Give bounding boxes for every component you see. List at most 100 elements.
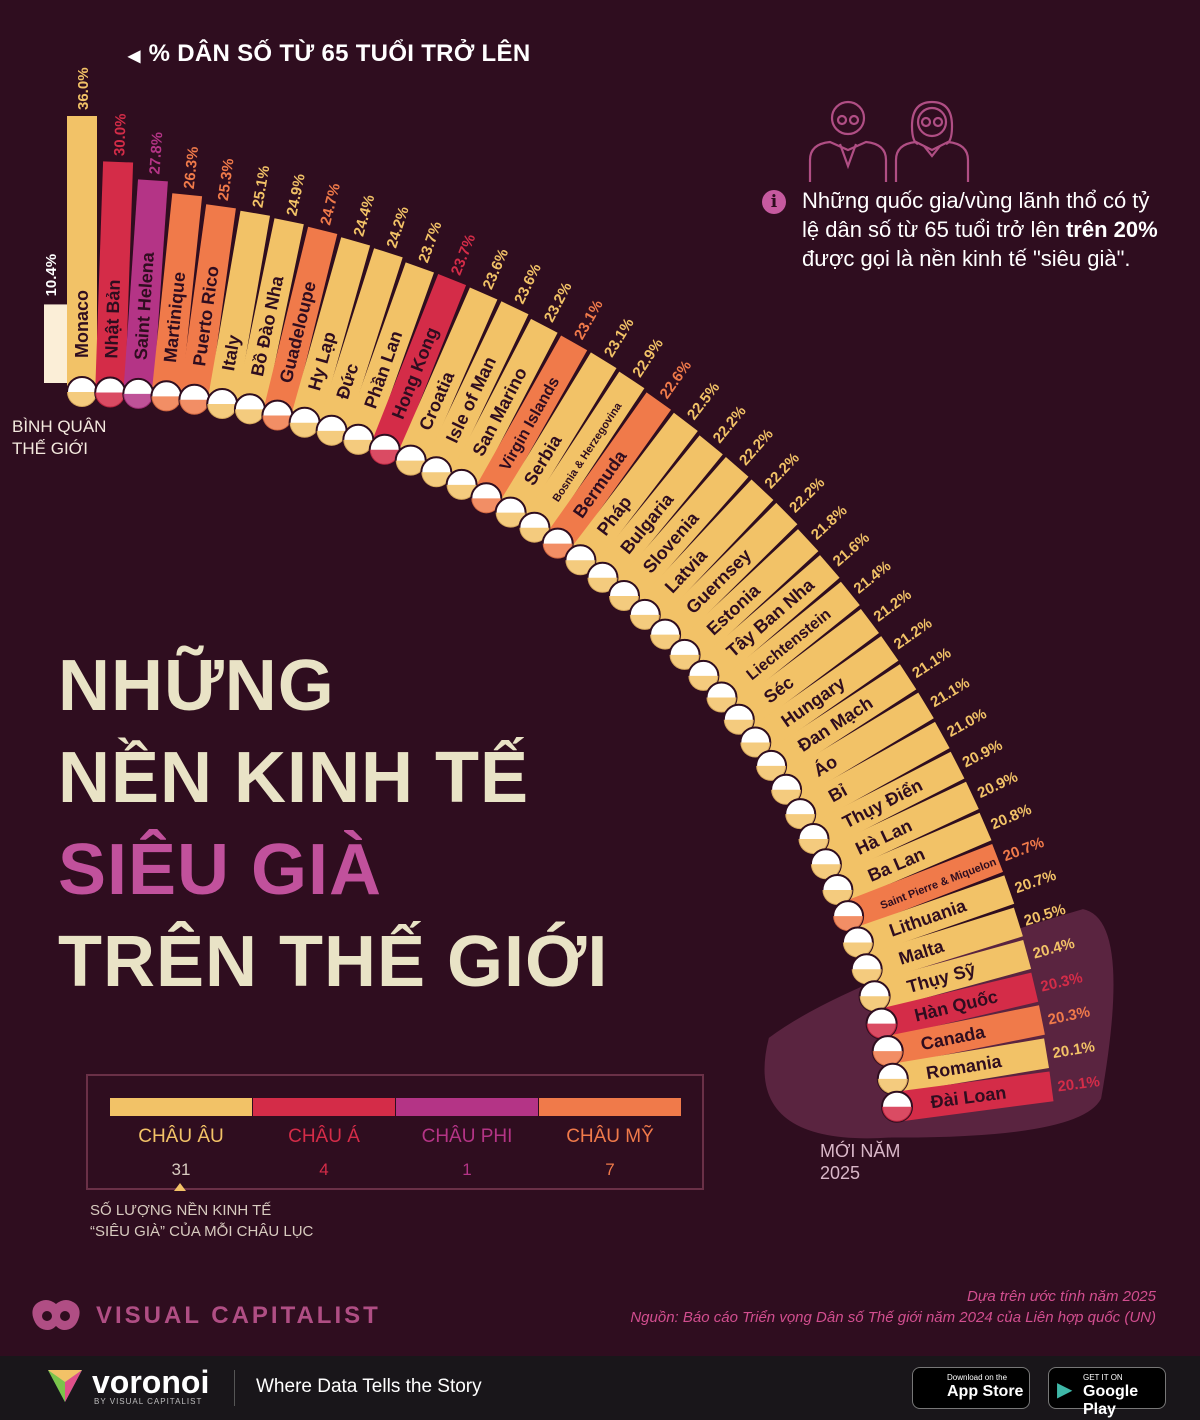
flag-bo-dao-nha-icon: [233, 393, 266, 426]
bar-ha-lan: [823, 781, 979, 877]
bar-serbia: [499, 352, 617, 517]
voronoi-logo[interactable]: voronoi BY VISUAL CAPITALIST: [44, 1366, 209, 1406]
footer-divider: [234, 1370, 235, 1406]
info-text: Những quốc gia/vùng lãnh thổ có tỷ lệ dâ…: [802, 186, 1162, 273]
flag-italy-icon: [206, 388, 239, 420]
value-label-thuy-dien: 20.9%: [960, 737, 1006, 772]
flag-tay-ban-nha-icon: [687, 659, 720, 692]
legend-count-asia: 4: [319, 1160, 329, 1179]
flag-canada-icon: [871, 1035, 904, 1068]
world-average-value-label: 10.4%: [43, 254, 60, 297]
bar-saint-pierre-miquelon: [846, 844, 1003, 929]
value-label-ha-lan: 20.9%: [975, 768, 1021, 801]
value-label-croatia: 23.6%: [480, 246, 513, 292]
value-label-bermuda: 22.6%: [657, 357, 695, 402]
bar-guadeloupe: [263, 226, 338, 416]
bar-san-marino: [450, 318, 558, 489]
value-label-bi: 21.0%: [944, 705, 989, 741]
bar-bosnia-herzegovina: [524, 371, 645, 533]
bar-martinique: [151, 193, 203, 394]
flag-dai-loan-icon: [881, 1090, 913, 1123]
legend-swatch-africa: [396, 1098, 538, 1116]
bar-estonia: [677, 529, 819, 664]
visual-capitalist-logo: VISUAL CAPITALIST: [30, 1296, 381, 1336]
legend-pointer-icon: [174, 1183, 186, 1191]
legend-name-europe: CHÂU ÂU: [138, 1126, 224, 1147]
source-note: Dựa trên ước tính năm 2025 Nguồn: Báo cá…: [630, 1286, 1156, 1328]
flag-lithuania-icon: [841, 926, 874, 959]
headline-line3: SIÊU GIÀ: [58, 830, 383, 910]
legend-name-africa: CHÂU PHI: [421, 1126, 513, 1147]
voronoi-byline: BY VISUAL CAPITALIST: [94, 1396, 203, 1406]
bar-label-monaco: Monaco: [72, 290, 92, 358]
flag-virgin-islands-icon: [470, 482, 503, 515]
value-label-serbia: 23.1%: [601, 315, 638, 360]
bar-ba-lan: [835, 812, 992, 903]
legend-count-europe: 31: [171, 1160, 191, 1179]
tagline: Where Data Tells the Story: [256, 1376, 482, 1397]
bar-bo-dao-nha: [236, 218, 304, 409]
google-play-icon: ▶: [1057, 1379, 1073, 1401]
brand-name: VISUAL CAPITALIST: [96, 1302, 381, 1329]
bar-ao: [781, 692, 934, 801]
flag-martinique-icon: [150, 380, 183, 413]
caret-left-icon: ◀: [128, 48, 141, 65]
value-label-bulgaria: 22.2%: [710, 403, 750, 447]
bar-slovenia: [615, 457, 749, 603]
flag-malta-icon: [850, 953, 883, 986]
value-label-san-marino: 23.2%: [541, 280, 576, 326]
bar-virgin-islands: [475, 335, 588, 503]
flag-romania-icon: [876, 1062, 909, 1095]
app-store-text: App Store: [947, 1383, 1024, 1400]
legend-swatch-americas: [539, 1098, 681, 1116]
value-label-bosnia-herzegovina: 22.9%: [629, 336, 667, 381]
bar-duc: [318, 248, 403, 432]
legend-count-africa: 1: [462, 1160, 472, 1179]
value-label-estonia: 21.8%: [808, 502, 851, 543]
new-2025-label-line1: MỚI NĂM: [820, 1141, 901, 1161]
bar-latvia: [636, 479, 774, 623]
flags-layer: [66, 376, 913, 1123]
world-average-label-line2: THẾ GIỚI: [12, 439, 88, 458]
flag-ao-icon: [770, 773, 803, 806]
value-label-duc: 24.2%: [384, 204, 413, 250]
flag-saint-helena-icon: [122, 377, 155, 410]
bar-canada: [888, 1005, 1045, 1065]
bar-lithuania: [856, 875, 1015, 956]
bar-hungary: [750, 636, 899, 753]
info-text-bold: trên 20%: [1065, 217, 1158, 242]
flag-isle-of-man-icon: [420, 456, 453, 489]
info-icon: i: [762, 190, 786, 214]
flag-puerto-rico-icon: [178, 383, 211, 416]
flag-duc-icon: [315, 414, 348, 447]
flag-han-quoc-icon: [865, 1007, 898, 1040]
world-average-bar: [44, 304, 68, 383]
bar-monaco: [67, 116, 97, 388]
legend-item-europe: CHÂU ÂU 31: [110, 1098, 252, 1180]
flag-bulgaria-icon: [586, 561, 619, 594]
bar-puerto-rico: [180, 204, 236, 398]
bar-bi: [796, 721, 950, 826]
source-line1: Dựa trên ước tính năm 2025: [966, 1288, 1156, 1305]
source-line2: Nguồn: Báo cáo Triển vọng Dân số Thế giớ…: [630, 1309, 1156, 1326]
value-label-tay-ban-nha: 21.6%: [830, 529, 873, 570]
value-label-saint-pierre-miquelon: 20.7%: [1001, 834, 1047, 865]
google-play-small-text: GET IT ON: [1083, 1373, 1123, 1382]
app-store-button[interactable]: Download on the App Store: [912, 1367, 1030, 1409]
axis-title-text: % DÂN SỐ TỪ 65 TUỔI TRỞ LÊN: [148, 40, 531, 67]
legend-swatch-europe: [110, 1098, 252, 1116]
google-play-button[interactable]: ▶ GET IT ON Google Play: [1048, 1367, 1166, 1418]
bar-phan-lan: [345, 262, 434, 442]
value-label-liechtenstein: 21.4%: [851, 557, 895, 597]
bar-italy: [208, 210, 270, 403]
value-label-guernsey: 22.2%: [786, 474, 828, 516]
legend-item-asia: CHÂU Á 4: [253, 1098, 395, 1180]
legend-note: SỐ LƯỢNG NỀN KINH TẾ “SIÊU GIÀ” CỦA MỖI …: [90, 1200, 390, 1242]
bar-thuy-sy: [874, 940, 1032, 1010]
value-label-nhat-ban: 30.0%: [111, 113, 129, 156]
axis-title: ◀ % DÂN SỐ TỪ 65 TUỔI TRỞ LÊN: [128, 40, 530, 68]
new-2025-label-line2: 2025: [820, 1163, 861, 1183]
value-label-italy: 25.1%: [249, 164, 273, 209]
value-label-guadeloupe: 24.7%: [317, 182, 344, 227]
legend-name-asia: CHÂU Á: [288, 1126, 360, 1147]
